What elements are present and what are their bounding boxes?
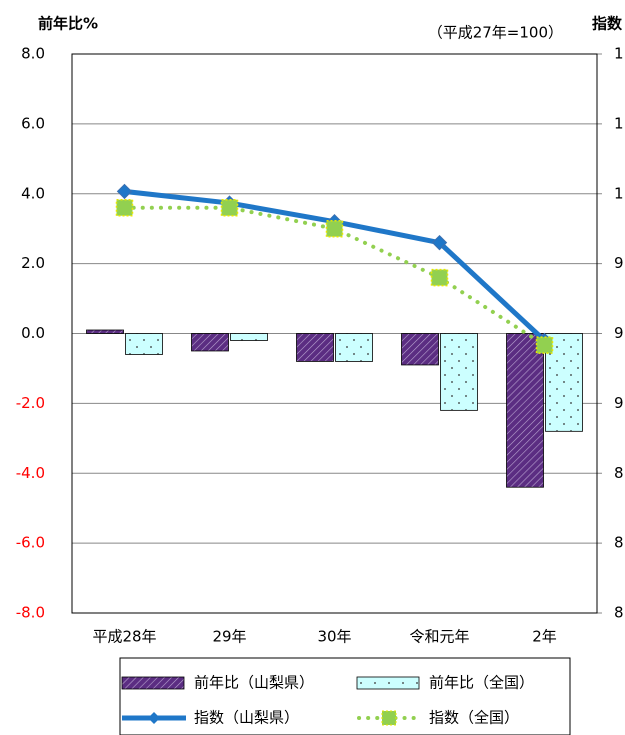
marker [325, 219, 344, 238]
bar [506, 333, 544, 488]
y-tick-label: 6.0 [21, 114, 45, 132]
bar [86, 329, 124, 334]
marker [430, 268, 449, 287]
marker [220, 198, 239, 217]
y2-tick-label: 9 [614, 324, 624, 342]
y2-tick-label: 8 [614, 534, 624, 552]
plot-frame [71, 53, 598, 614]
y2-tick-label: 9 [614, 394, 624, 412]
marker [115, 198, 134, 217]
bar [191, 333, 229, 352]
y-axis-title: 前年比% [38, 15, 98, 33]
y2-tick-label: 1 [614, 114, 624, 132]
legend-label: 指数（全国） [429, 709, 519, 727]
y2-tick-label: 1 [614, 184, 624, 202]
legend-label: 指数（山梨県） [194, 709, 299, 727]
y2-tick-label: 1 [614, 45, 624, 63]
y-tick-label: 8.0 [21, 45, 45, 63]
y2-tick-label: 8 [614, 464, 624, 482]
x-tick-label: 30年 [317, 628, 351, 646]
legend-swatch [356, 676, 420, 690]
line [124, 188, 547, 343]
y-tick-label: -2.0 [16, 394, 45, 412]
y2-tick-label: 8 [614, 604, 624, 622]
y-tick-label: 2.0 [21, 254, 45, 272]
marker [431, 234, 448, 251]
marker [535, 336, 554, 354]
legend-swatch [381, 710, 397, 726]
legend-box [119, 657, 571, 735]
y-tick-label: 4.0 [21, 184, 45, 202]
legend-swatch [121, 676, 185, 690]
legend-swatch [148, 712, 160, 724]
bar [230, 333, 268, 341]
legend-label: 前年比（全国） [429, 674, 534, 692]
x-tick-label: 29年 [212, 628, 246, 646]
bar [335, 333, 373, 362]
bar [401, 333, 439, 366]
x-tick-label: 平成28年 [92, 628, 156, 646]
y-tick-label: -8.0 [16, 604, 45, 622]
y2-tick-label: 9 [614, 254, 624, 272]
annotation: （平成27年=100） [428, 24, 563, 42]
bar [125, 333, 163, 355]
y-tick-label: -4.0 [16, 464, 45, 482]
bar [440, 333, 478, 411]
y-tick-label: -6.0 [16, 534, 45, 552]
bar [296, 333, 334, 362]
x-tick-label: 令和元年 [409, 628, 469, 646]
marker [116, 183, 133, 200]
legend-label: 前年比（山梨県） [194, 674, 314, 692]
y2-axis-title: 指数 [592, 15, 623, 33]
x-tick-label: 2年 [532, 628, 557, 646]
y-tick-label: 0.0 [21, 324, 45, 342]
